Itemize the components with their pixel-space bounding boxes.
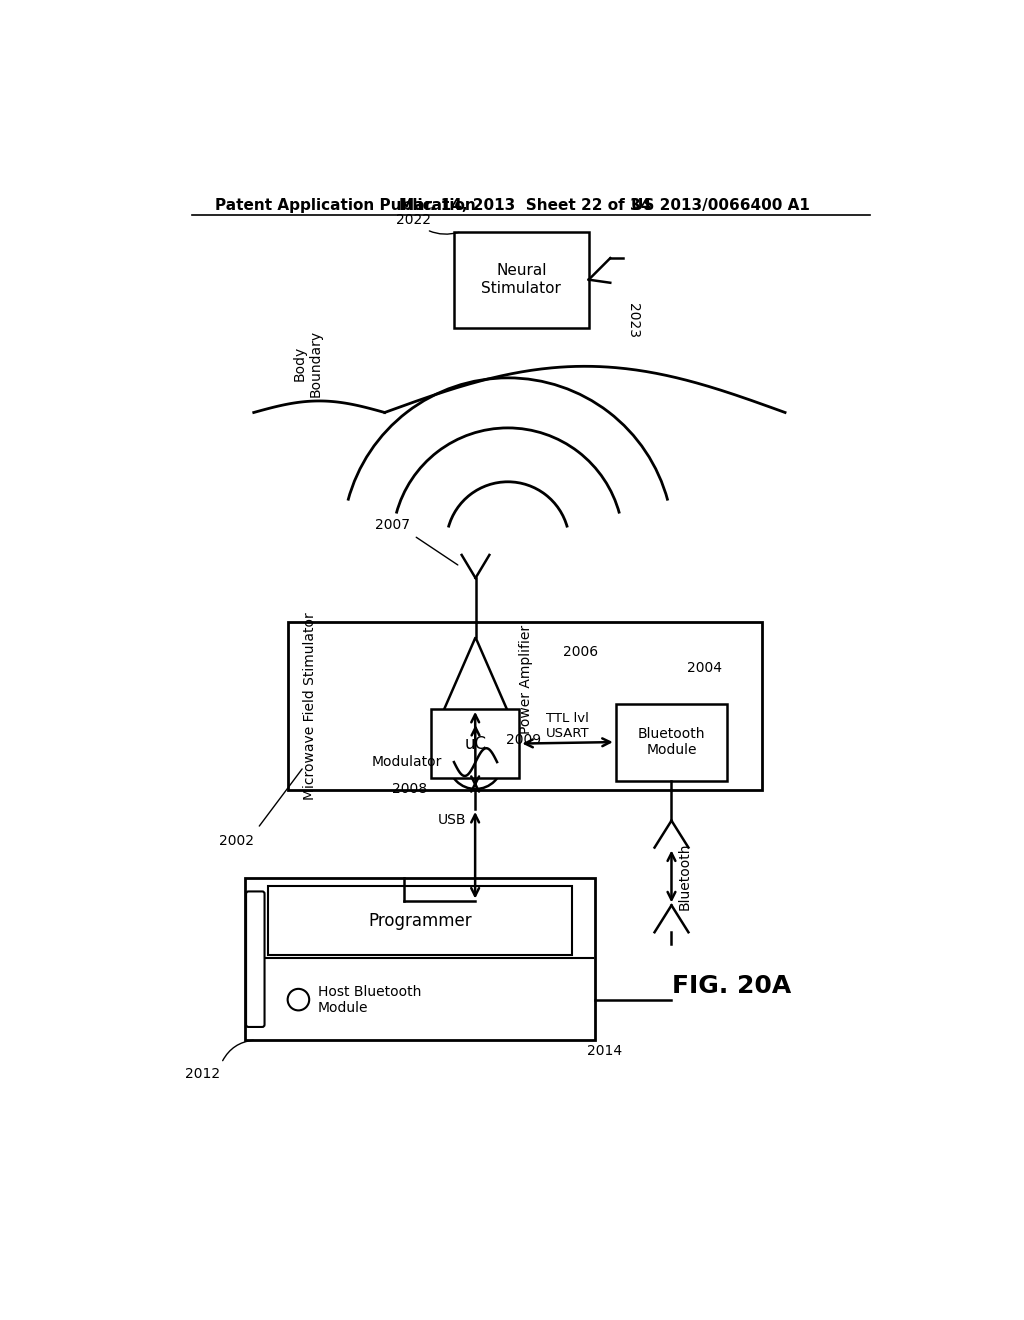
Text: 2002: 2002	[219, 834, 254, 849]
Text: 2022: 2022	[396, 213, 459, 234]
Text: Neural
Stimulator: Neural Stimulator	[481, 264, 561, 296]
Text: US 2013/0066400 A1: US 2013/0066400 A1	[631, 198, 810, 214]
Text: 2023: 2023	[626, 302, 640, 338]
Text: Power Amplifier: Power Amplifier	[518, 626, 532, 734]
Text: Patent Application Publication: Patent Application Publication	[215, 198, 476, 214]
Text: Modulator: Modulator	[372, 755, 442, 770]
Text: 2009: 2009	[506, 733, 542, 747]
Bar	[454, 231, 589, 327]
Text: 2004: 2004	[687, 661, 722, 676]
Text: Microwave Field Stimulator: Microwave Field Stimulator	[303, 612, 317, 800]
Bar	[289, 622, 762, 789]
Bar	[615, 704, 727, 780]
Bar	[267, 886, 571, 956]
FancyBboxPatch shape	[246, 891, 264, 1027]
Text: TTL lvl
USART: TTL lvl USART	[546, 711, 590, 739]
Text: 2008: 2008	[392, 781, 427, 796]
Text: 2007: 2007	[375, 517, 410, 532]
Text: Bluetooth: Bluetooth	[678, 842, 691, 909]
Text: Programmer: Programmer	[368, 912, 471, 929]
Text: uC: uC	[464, 735, 486, 752]
Text: Mar. 14, 2013  Sheet 22 of 34: Mar. 14, 2013 Sheet 22 of 34	[398, 198, 651, 214]
Text: Host Bluetooth
Module: Host Bluetooth Module	[317, 985, 421, 1015]
Bar	[431, 709, 519, 779]
Bar	[245, 878, 595, 1040]
Text: FIG. 20A: FIG. 20A	[672, 974, 791, 998]
Text: Bluetooth
Module: Bluetooth Module	[638, 727, 706, 758]
Text: 2014: 2014	[587, 1044, 623, 1057]
Text: 2006: 2006	[562, 645, 598, 659]
Text: USB: USB	[437, 813, 466, 826]
Text: 2012: 2012	[184, 1067, 220, 1081]
Text: Body
Boundary: Body Boundary	[293, 330, 323, 397]
